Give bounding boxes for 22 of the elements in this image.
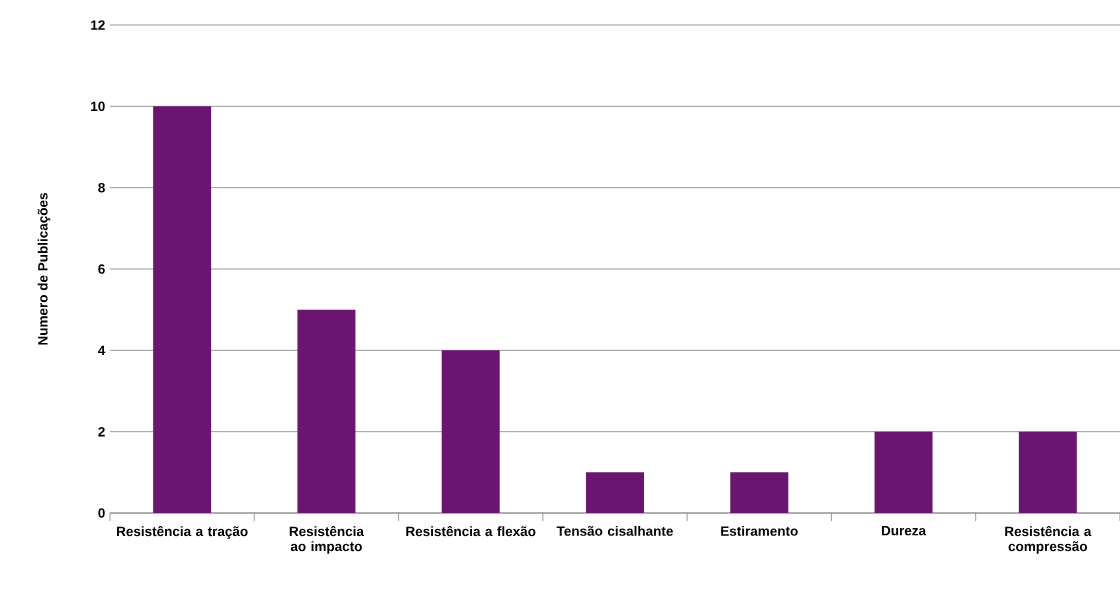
bar — [297, 309, 356, 513]
x-tick-label: Dureza — [881, 525, 927, 536]
y-tick-label: 6 — [98, 264, 105, 274]
y-tick-label: 12 — [91, 20, 105, 30]
bar — [153, 106, 212, 513]
y-tick-label: 2 — [98, 426, 105, 437]
y-tick-label: 0 — [98, 508, 105, 518]
x-tick-label: Resistência a compressão — [1005, 525, 1092, 554]
bar — [730, 472, 789, 513]
x-tick-label: Resistência a tração — [117, 525, 248, 539]
bar — [441, 350, 500, 513]
x-tick-label: Resistência ao impacto — [289, 525, 365, 554]
bar — [585, 472, 644, 513]
bar — [1018, 431, 1077, 513]
y-tick-label: 10 — [91, 101, 105, 112]
x-tick-label: Estiramento — [721, 525, 798, 536]
x-tick-label: Resistência a flexão — [406, 525, 536, 537]
y-tick-label: 8 — [98, 182, 105, 193]
y-tick-label: 4 — [98, 345, 106, 355]
x-tick-label: Tensão cisalhante — [556, 525, 673, 536]
bar — [874, 431, 933, 513]
y-axis-title: Numero de Publicações — [37, 193, 51, 345]
